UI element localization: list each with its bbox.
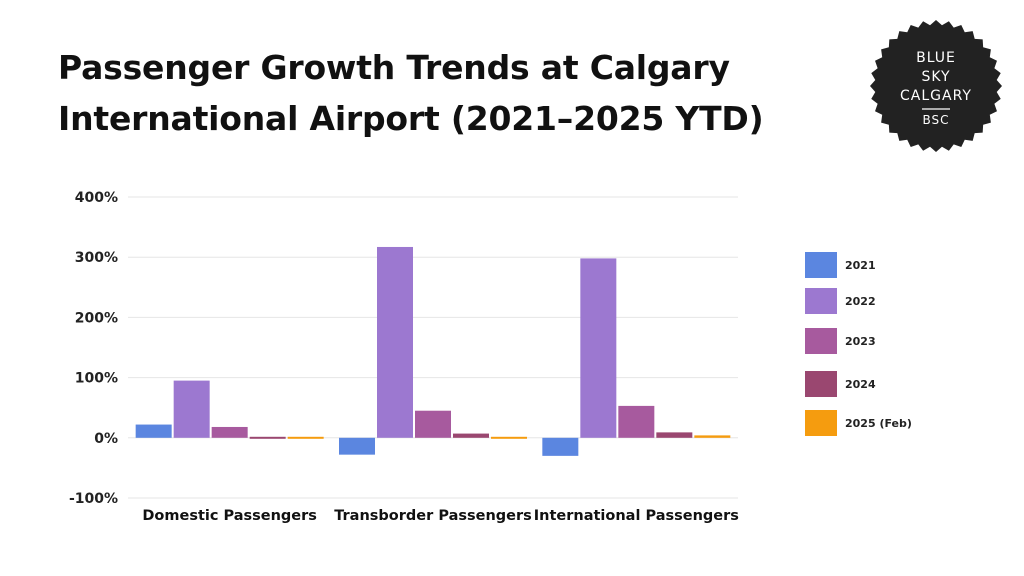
bar-2025-feb-3 [694,435,731,438]
legend-label: 2025 (Feb) [845,417,912,430]
bar-2024-2 [453,433,489,438]
y-tick-label: 400% [75,190,118,206]
bar-2022-3 [580,258,617,438]
legend-label: 2024 [845,378,876,391]
legend: 2021 2022 2023 2024 2025 (Feb) [805,252,912,436]
bar-2025-feb-2 [491,436,527,439]
y-tick-label: 0% [94,431,118,447]
legend-swatch [805,328,837,354]
legend-swatch [805,252,837,278]
bars [135,246,731,456]
logo-text-line-2: SKY [921,69,950,85]
bar-2025-feb-1 [287,436,324,439]
chart-title-line-2: International Airport (2021–2025 YTD) [58,99,764,138]
x-category-label: International Passengers [534,508,739,524]
logo-text-line-1: BLUE [916,50,956,66]
bar-2021-1 [135,424,172,438]
y-tick-label: 100% [75,371,118,387]
legend-label: 2023 [845,335,876,348]
legend-label: 2021 [845,259,876,272]
x-axis-category-labels: Domestic Passengers Transborder Passenger… [142,508,739,524]
logo-abbr: BSC [922,113,949,127]
legend-swatch [805,288,837,314]
y-tick-label: 200% [75,310,118,326]
chart-title: Passenger Growth Trends at Calgary Inter… [58,42,818,144]
x-category-label: Transborder Passengers [334,508,532,524]
bar-2022-2 [377,246,413,438]
legend-swatch [805,371,837,397]
y-axis-tick-labels: 400% 300% 200% 100% 0% -100% [69,190,118,507]
bar-2021-3 [542,437,579,456]
bar-2024-1 [249,436,286,439]
blue-sky-calgary-logo: BLUE SKY CALGARY BSC [870,20,1002,152]
bar-2021-2 [339,437,375,455]
logo-text-line-3: CALGARY [900,88,972,104]
legend-label: 2022 [845,295,876,308]
bar-2022-1 [173,380,210,438]
gridlines [128,196,738,499]
x-category-label: Domestic Passengers [142,508,317,524]
y-tick-label: 300% [75,250,118,266]
bar-2024-3 [656,432,693,438]
logo-badge-shape [870,20,1002,152]
bar-2023-1 [211,426,248,438]
chart-title-line-1: Passenger Growth Trends at Calgary [58,48,730,87]
y-tick-label: -100% [69,491,118,507]
legend-swatch [805,410,837,436]
bar-2023-2 [415,410,451,438]
bar-2023-3 [618,405,655,438]
